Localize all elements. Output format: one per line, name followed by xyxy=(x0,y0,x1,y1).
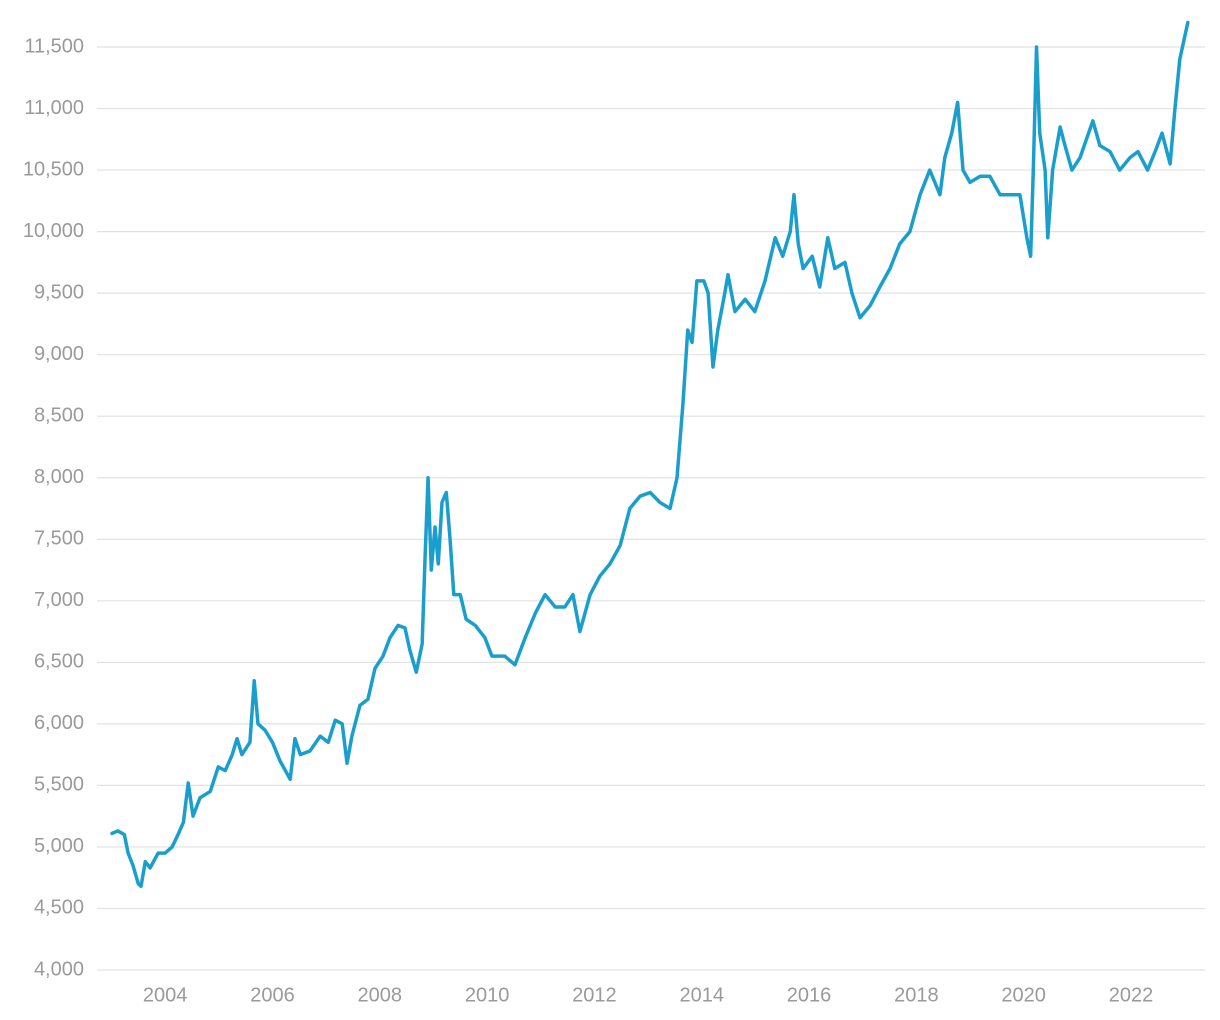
y-tick-label: 5,000 xyxy=(34,835,84,857)
x-tick-label: 2006 xyxy=(250,984,295,1006)
y-tick-label: 9,500 xyxy=(34,281,84,303)
x-tick-label: 2008 xyxy=(358,984,403,1006)
y-tick-label: 7,000 xyxy=(34,589,84,611)
y-tick-label: 6,500 xyxy=(34,651,84,673)
x-tick-label: 2016 xyxy=(787,984,832,1006)
y-tick-label: 4,000 xyxy=(34,958,84,980)
x-tick-label: 2014 xyxy=(679,984,724,1006)
x-tick-label: 2004 xyxy=(143,984,188,1006)
y-tick-label: 10,500 xyxy=(23,158,84,180)
x-tick-label: 2020 xyxy=(1001,984,1046,1006)
y-tick-label: 5,500 xyxy=(34,774,84,796)
x-tick-label: 2012 xyxy=(572,984,617,1006)
y-tick-label: 10,000 xyxy=(23,220,84,242)
line-series xyxy=(110,20,1190,889)
x-tick-label: 2022 xyxy=(1109,984,1154,1006)
y-tick-label: 8,000 xyxy=(34,466,84,488)
y-tick-label: 8,500 xyxy=(34,404,84,426)
y-tick-label: 7,500 xyxy=(34,528,84,550)
y-tick-label: 6,000 xyxy=(34,712,84,734)
x-tick-label: 2018 xyxy=(894,984,939,1006)
y-tick-label: 11,000 xyxy=(24,97,84,119)
x-tick-label: 2010 xyxy=(465,984,510,1006)
y-tick-label: 4,500 xyxy=(34,897,84,919)
y-tick-label: 9,000 xyxy=(34,343,84,365)
y-tick-label: 11,500 xyxy=(24,35,84,57)
